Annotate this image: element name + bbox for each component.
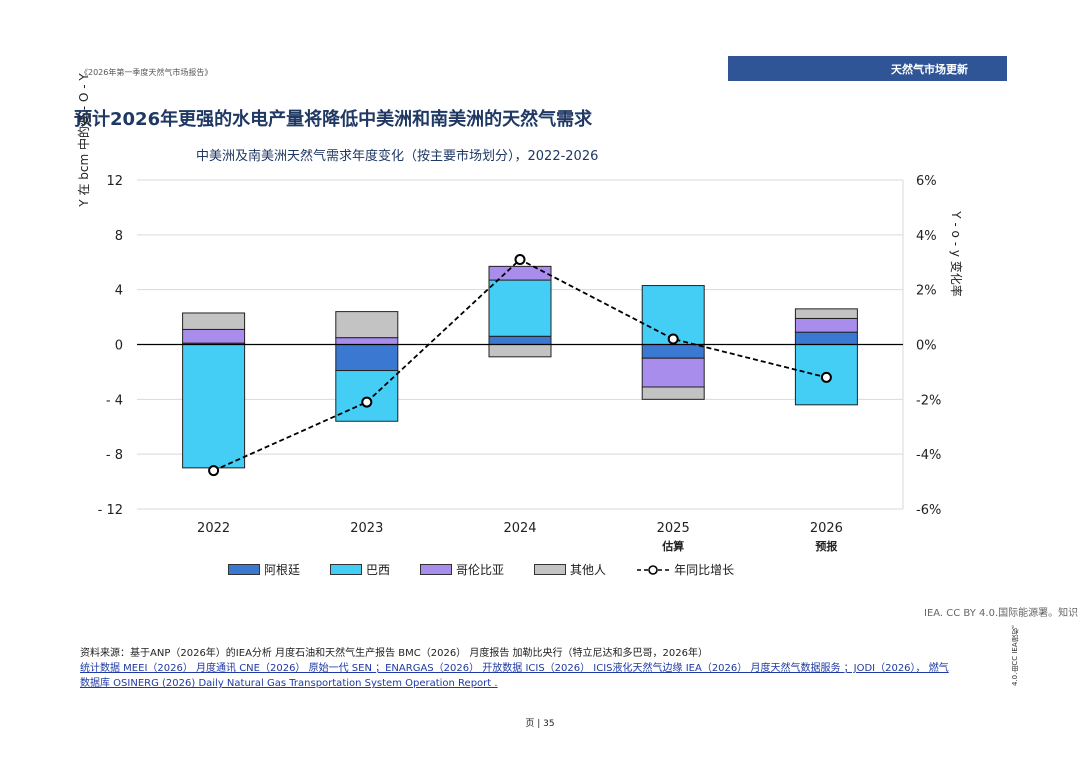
page-title: 预计2026年更强的水电产量将降低中美洲和南美洲的天然气需求 bbox=[74, 109, 593, 130]
axis-layer: 12 8 4 0 - 4 - 8 - 12 6% 4% 2% 0% -2% -4% -6% bbox=[98, 174, 942, 518]
legend-label: 阿根廷 bbox=[264, 563, 301, 577]
legend-item: 哥伦比亚 bbox=[420, 561, 504, 578]
bar-segment bbox=[794, 317, 858, 333]
y2-tick-label: 4% bbox=[916, 229, 937, 244]
section-tag: 天然气市场更新 bbox=[728, 56, 1007, 81]
bar-segment bbox=[335, 337, 399, 346]
label-layer: 2022 2023 2024 2025 估算 2026 预报 Y 在 bcm 中的变 - O … bbox=[76, 73, 964, 553]
bar-segment bbox=[488, 265, 552, 281]
x-tick-note: 预报 bbox=[815, 539, 838, 553]
y-axis-title: Y 在 bcm 中的变 - O - Y bbox=[76, 73, 91, 208]
yoy-point bbox=[208, 465, 220, 477]
report-title: 《2026年第一季度天然气市场报告》 bbox=[80, 68, 213, 77]
x-tick-label: 2026 bbox=[810, 521, 843, 536]
legend-label: 年同比增长 bbox=[674, 563, 735, 577]
y-tick-label: 12 bbox=[106, 174, 123, 189]
sources-link-3[interactable]: 数据库 OSINERG (2026) Daily Natural Gas Tra… bbox=[80, 678, 498, 689]
yoy-point bbox=[667, 333, 679, 345]
bar-segment bbox=[794, 308, 858, 319]
bar-segment bbox=[488, 335, 552, 345]
sources-line-1: 资料来源：基于ANP（2026年）的IEA分析 月度石油和天然气生产报告 BMC… bbox=[80, 648, 708, 659]
x-tick-label: 2022 bbox=[197, 521, 230, 536]
y-tick-label: - 12 bbox=[98, 503, 123, 518]
bar-segment bbox=[335, 311, 399, 339]
legend-item: 巴西 bbox=[330, 561, 390, 578]
y-tick-label: - 8 bbox=[106, 448, 123, 463]
bar-segment bbox=[488, 279, 552, 337]
page-number: 页 | 35 bbox=[525, 719, 555, 729]
legend-swatch bbox=[330, 564, 363, 575]
bar-segment bbox=[182, 312, 246, 330]
y2-tick-label: -2% bbox=[916, 393, 941, 408]
bar-segment bbox=[182, 344, 246, 469]
y2-tick-label: 2% bbox=[916, 284, 937, 299]
yoy-point bbox=[820, 371, 832, 383]
y-tick-label: 4 bbox=[115, 284, 123, 299]
bar-layer bbox=[182, 265, 858, 469]
y2-tick-label: -4% bbox=[916, 448, 941, 463]
bar-segment bbox=[488, 344, 552, 358]
bar-segment bbox=[182, 328, 246, 344]
legend-item: 阿根廷 bbox=[228, 561, 300, 578]
legend-item: 年同比增长 bbox=[636, 561, 734, 578]
line-layer bbox=[208, 254, 832, 477]
x-tick-label: 2025 bbox=[657, 521, 690, 536]
y2-tick-label: 0% bbox=[916, 339, 937, 354]
legend-swatch bbox=[228, 564, 260, 575]
legend-line-swatch bbox=[637, 564, 670, 575]
bar-segment bbox=[335, 344, 399, 372]
y2-tick-label: -6% bbox=[916, 503, 941, 518]
legend: 阿根廷 巴西 哥伦比亚 其他人 年同比增长 bbox=[228, 561, 764, 578]
sources-line-2[interactable]: 统计数据 MEEI（2026） 月度通讯 CNE（2026） 原始一代 SEN … bbox=[80, 661, 1010, 676]
bar-segment bbox=[794, 331, 858, 346]
y-tick-label: 0 bbox=[115, 339, 123, 354]
y2-axis-title: Y - o - y 变化率 bbox=[949, 210, 964, 297]
legend-swatch bbox=[534, 564, 567, 575]
chart-title: 中美洲及南美洲天然气需求年度变化（按主要市场划分），2022-2026 bbox=[196, 149, 599, 164]
y-tick-label: - 4 bbox=[106, 393, 123, 408]
sources-line-3[interactable]: 数据库 OSINERG (2026) Daily Natural Gas Tra… bbox=[80, 676, 1010, 691]
legend-item: 其他人 bbox=[534, 561, 606, 578]
x-tick-note: 估算 bbox=[661, 539, 684, 553]
legend-swatch bbox=[420, 564, 453, 575]
bar-segment bbox=[641, 357, 705, 388]
bar-segment bbox=[641, 344, 705, 359]
sources-link-2[interactable]: 统计数据 MEEI（2026） 月度通讯 CNE（2026） 原始一代 SEN … bbox=[80, 663, 949, 674]
y-tick-label: 8 bbox=[115, 229, 123, 244]
x-tick-label: 2023 bbox=[350, 521, 383, 536]
y2-tick-label: 6% bbox=[916, 174, 937, 189]
license-note: IEA. CC BY 4.0.国际能源署。知识 bbox=[924, 608, 1079, 619]
legend-label: 巴西 bbox=[366, 563, 391, 577]
yoy-point bbox=[361, 396, 373, 408]
bar-segment bbox=[641, 386, 705, 400]
legend-label: 其他人 bbox=[570, 563, 607, 577]
bar-segment bbox=[335, 370, 399, 422]
cc-license-vertical: 4.0.由CC IEA授权。 bbox=[1011, 621, 1019, 686]
x-tick-label: 2024 bbox=[503, 521, 536, 536]
sources: 资料来源：基于ANP（2026年）的IEA分析 月度石油和天然气生产报告 BMC… bbox=[80, 646, 1010, 691]
legend-label: 哥伦比亚 bbox=[456, 563, 505, 577]
grid-layer bbox=[137, 179, 903, 510]
yoy-point bbox=[514, 254, 526, 266]
